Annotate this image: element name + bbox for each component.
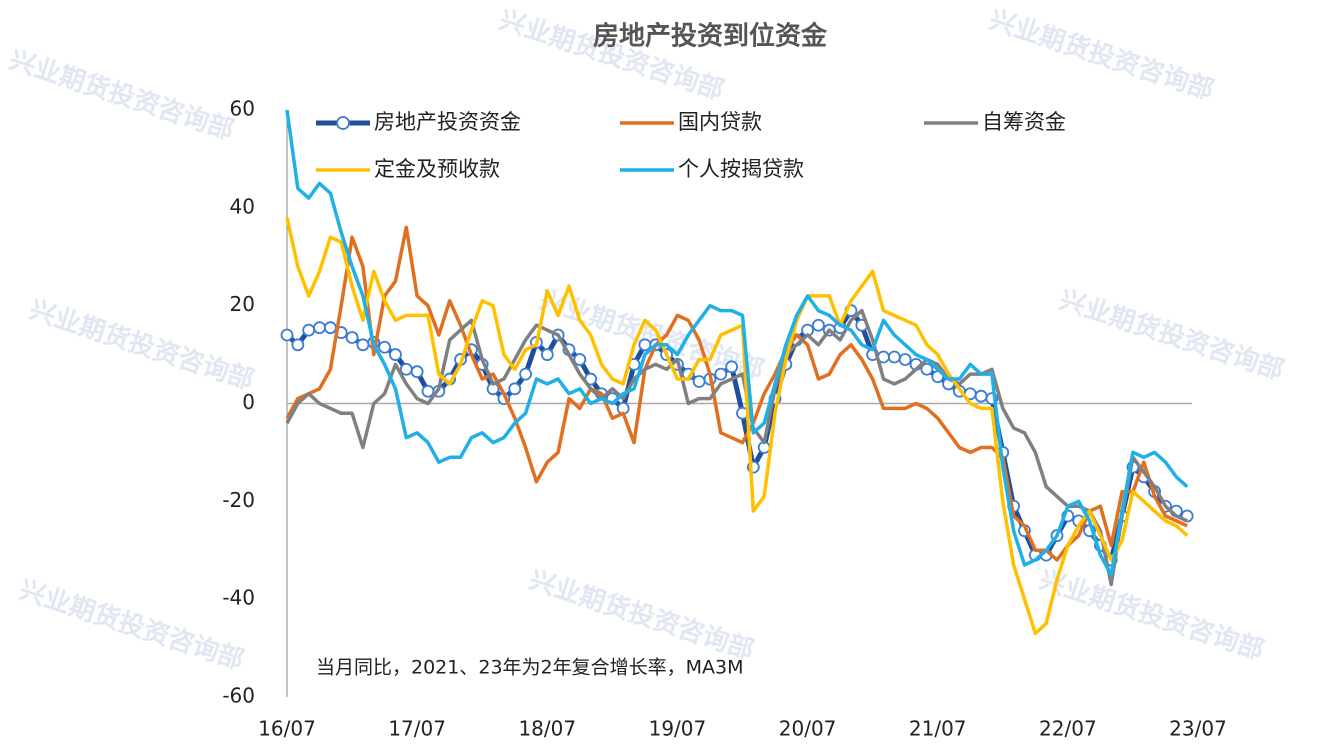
- x-tick-label: 22/07: [1039, 717, 1097, 741]
- point: [389, 348, 402, 361]
- point: [540, 348, 554, 361]
- watermark: 兴业期货投资咨询部: [496, 4, 728, 106]
- y-tick-label: -40: [222, 586, 255, 610]
- legend-label: 定金及预收款: [374, 157, 500, 181]
- x-tick-label: 17/07: [388, 717, 446, 741]
- point: [573, 353, 587, 366]
- legend-marker: [336, 116, 350, 130]
- watermark: 兴业期货投资咨询部: [526, 564, 758, 666]
- x-tick-label: 21/07: [909, 717, 967, 741]
- point: [638, 338, 652, 352]
- point: [323, 321, 337, 335]
- point: [313, 321, 326, 335]
- x-tick-label: 20/07: [779, 717, 837, 741]
- legend-label: 自筹资金: [982, 110, 1066, 134]
- y-tick-label: -20: [222, 488, 255, 512]
- point: [356, 338, 370, 352]
- x-tick-label: 16/07: [258, 717, 316, 741]
- y-tick-label: 20: [230, 292, 255, 316]
- y-tick-label: 40: [230, 194, 255, 218]
- point: [345, 331, 359, 344]
- watermark: 兴业期货投资咨询部: [1036, 564, 1268, 666]
- watermark: 兴业期货投资咨询部: [6, 44, 238, 146]
- point: [898, 353, 912, 366]
- point: [519, 367, 532, 381]
- y-tick-label: -60: [222, 684, 255, 708]
- legend-label: 房地产投资资金: [374, 110, 521, 134]
- point: [399, 362, 413, 376]
- y-tick-label: 0: [242, 390, 255, 414]
- annotation: 当月同比，2021、23年为2年复合增长率，MA3M: [316, 657, 744, 679]
- point: [291, 338, 305, 352]
- watermark: 兴业期货投资咨询部: [26, 294, 258, 396]
- point: [421, 384, 435, 398]
- x-tick-label: 23/07: [1169, 717, 1227, 741]
- series-line: [285, 225, 1188, 562]
- chart-title: 房地产投资到位资金: [593, 21, 828, 52]
- point: [302, 323, 316, 337]
- point: [692, 375, 706, 388]
- legend-label: 个人按揭贷款: [678, 157, 804, 181]
- point: [410, 365, 424, 379]
- point: [812, 318, 825, 332]
- watermark: 兴业期货投资咨询部: [1056, 284, 1288, 386]
- point: [280, 328, 294, 342]
- point: [887, 350, 901, 364]
- legend-label: 国内贷款: [678, 110, 762, 134]
- x-tick-label: 19/07: [649, 717, 707, 741]
- watermark: 兴业期货投资咨询部: [16, 574, 248, 676]
- point: [974, 389, 988, 403]
- watermark: 兴业期货投资咨询部: [986, 4, 1218, 106]
- point: [508, 382, 522, 396]
- series-line: [285, 308, 1188, 587]
- point: [725, 360, 739, 374]
- x-tick-label: 18/07: [518, 717, 576, 741]
- series-line: [285, 217, 1189, 636]
- point: [714, 367, 728, 381]
- y-tick-label: 60: [230, 97, 255, 121]
- series-line: [285, 109, 1189, 577]
- point: [378, 340, 392, 354]
- point: [920, 362, 934, 376]
